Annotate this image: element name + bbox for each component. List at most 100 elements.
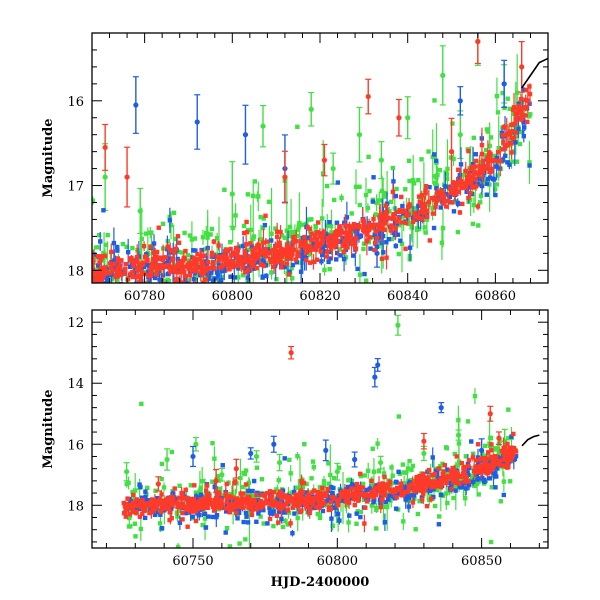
data-point: [487, 175, 493, 180]
data-point: [442, 477, 447, 483]
data-point: [322, 248, 327, 254]
data-point: [523, 105, 528, 111]
data-point: [376, 227, 382, 232]
data-point: [510, 128, 515, 134]
data-point: [496, 146, 501, 151]
data-point: [202, 516, 208, 521]
data-point: [270, 511, 275, 516]
data-point: [298, 492, 303, 498]
data-point: [170, 286, 174, 290]
data-point: [145, 506, 151, 511]
data-point: [314, 241, 320, 246]
outlier-point: [321, 157, 327, 163]
data-point: [428, 494, 433, 499]
data-point: [180, 496, 186, 501]
data-point: [374, 483, 379, 488]
data-point: [313, 247, 319, 252]
data-point: [433, 180, 438, 185]
data-point: [327, 219, 332, 225]
data-point: [394, 219, 400, 225]
data-point: [252, 499, 257, 504]
data-point: [234, 504, 239, 509]
data-point: [116, 259, 122, 264]
data-point: [191, 256, 197, 261]
data-point: [498, 499, 503, 504]
data-point: [172, 250, 177, 255]
data-point: [240, 273, 246, 278]
data-point: [403, 485, 408, 490]
data-point: [454, 476, 459, 481]
data-point: [97, 267, 103, 272]
data-point: [362, 226, 367, 231]
data-point: [422, 203, 428, 209]
data-point: [493, 485, 498, 490]
data-point: [421, 195, 427, 200]
data-point: [188, 498, 193, 504]
data-point: [105, 283, 109, 287]
data-point: [511, 135, 517, 141]
data-point: [505, 160, 510, 165]
data-point: [216, 284, 220, 288]
data-point: [252, 179, 258, 184]
data-point: [234, 498, 240, 504]
data-point: [194, 503, 199, 509]
data-point: [475, 464, 480, 470]
model-curve: [521, 434, 540, 447]
data-point: [378, 213, 383, 218]
data-point: [334, 220, 340, 225]
data-point: [433, 158, 439, 163]
data-point: [170, 264, 175, 269]
data-point: [188, 273, 193, 278]
data-point: [474, 468, 480, 473]
data-point: [244, 260, 250, 265]
data-point: [136, 315, 140, 319]
data-point: [293, 257, 299, 262]
data-point: [459, 478, 464, 483]
data-point: [510, 121, 516, 127]
data-point: [285, 256, 290, 261]
data-point: [303, 239, 308, 245]
data-point: [394, 495, 399, 500]
data-point: [234, 510, 239, 515]
data-point: [279, 516, 284, 522]
y-tick-label: 18: [67, 264, 84, 279]
data-point: [205, 266, 210, 271]
data-point: [491, 464, 496, 470]
data-point: [396, 414, 402, 419]
data-point: [382, 520, 388, 525]
data-point: [419, 216, 425, 221]
data-point: [243, 242, 249, 247]
data-point: [351, 253, 356, 258]
data-point: [519, 110, 524, 115]
data-point: [417, 200, 423, 205]
data-point: [103, 266, 108, 272]
data-point: [240, 264, 246, 270]
data-point: [342, 220, 347, 226]
data-point: [334, 228, 340, 234]
data-point: [278, 246, 283, 252]
data-point: [498, 463, 503, 468]
data-point: [406, 489, 411, 495]
data-point: [223, 530, 228, 535]
data-point: [448, 190, 454, 196]
data-point: [194, 265, 200, 271]
data-point: [143, 231, 149, 236]
data-point: [419, 193, 424, 198]
outlier-point: [334, 469, 340, 475]
data-point: [240, 484, 245, 490]
data-point: [170, 256, 176, 261]
data-point: [495, 149, 501, 155]
data-point: [424, 479, 430, 484]
data-point: [347, 236, 352, 242]
data-point: [392, 232, 398, 238]
data-point: [389, 465, 394, 470]
data-point: [254, 251, 259, 257]
data-point: [183, 248, 188, 254]
data-point: [329, 494, 335, 500]
data-point: [267, 505, 272, 511]
data-point: [264, 273, 269, 279]
outlier-point: [242, 132, 249, 138]
data-point: [334, 250, 340, 256]
data-point: [193, 268, 198, 274]
data-point: [201, 283, 205, 287]
